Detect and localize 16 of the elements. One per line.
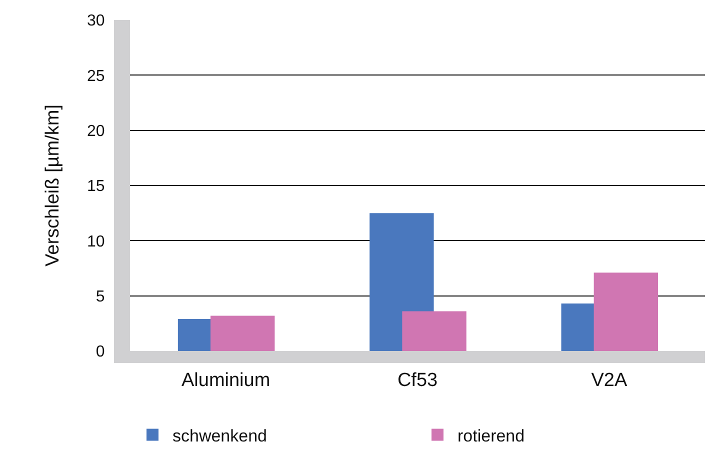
y-tick-label: 25: [87, 68, 105, 85]
y-axis-title: Verschleiß [µm/km]: [42, 104, 64, 266]
bar: [402, 311, 466, 351]
bar: [210, 316, 275, 351]
y-tick-label: 10: [87, 233, 105, 250]
y-tick-label: 20: [87, 122, 105, 140]
legend-label: schwenkend: [172, 426, 268, 446]
y-tick-label: 0: [96, 344, 105, 361]
y-tick-label: 15: [87, 178, 105, 196]
y-tick-label: 30: [87, 12, 105, 30]
y-tick-label: 5: [96, 288, 105, 306]
x-tick-label: V2A: [591, 370, 628, 391]
x-tick-label: Cf53: [397, 370, 438, 391]
bar: [594, 272, 658, 351]
x-tick-label: Aluminium: [181, 370, 270, 391]
legend-label: rotierend: [458, 426, 525, 446]
